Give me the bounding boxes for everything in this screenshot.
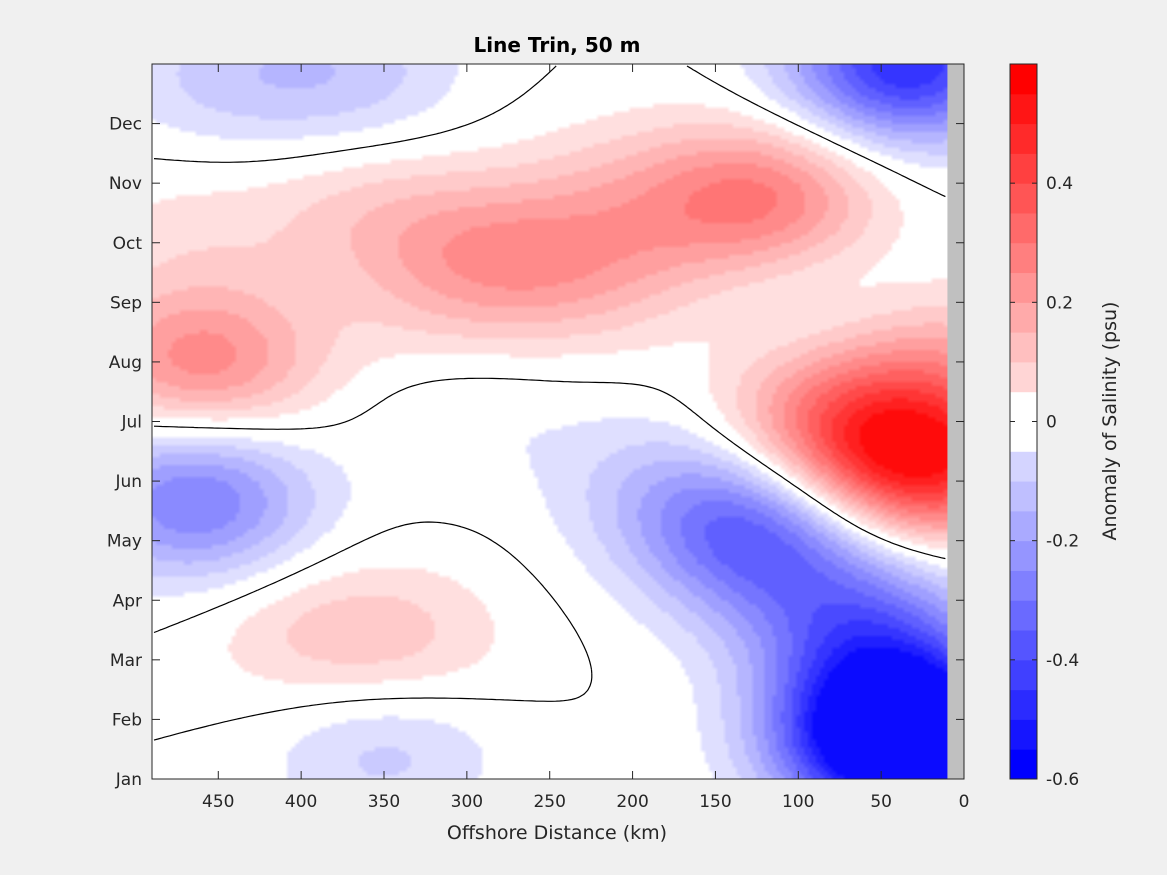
colorbar-band xyxy=(1010,242,1037,274)
y-tick-label: Apr xyxy=(113,591,142,611)
x-tick-label: 450 xyxy=(202,792,234,812)
y-tick-label: Jun xyxy=(114,472,142,492)
y-tick-label: Oct xyxy=(113,234,143,254)
colorbar-tick-label: 0.2 xyxy=(1046,293,1073,313)
plot-area: 450 400 350 300 250 200 150 100 50 0 Jan Feb Mar Apr… xyxy=(107,63,969,812)
colorbar-band xyxy=(1010,272,1037,303)
x-tick-label: 400 xyxy=(285,792,317,812)
colorbar-band xyxy=(1010,391,1037,422)
zero-contour-line xyxy=(153,65,946,741)
colorbar-label: Anomaly of Salinity (psu) xyxy=(1099,302,1121,541)
colorbar-band xyxy=(1010,719,1037,750)
colorbar-band xyxy=(1010,600,1037,631)
zero-contours xyxy=(153,65,946,741)
colorbar-band xyxy=(1010,749,1037,780)
x-tick-label: 300 xyxy=(451,792,483,812)
y-tick-label: Jan xyxy=(115,770,142,790)
x-tick-label: 350 xyxy=(368,792,400,812)
colorbar-tick-label: -0.6 xyxy=(1046,770,1079,790)
colorbar-band xyxy=(1010,332,1037,363)
colorbar-band xyxy=(1010,361,1037,393)
y-tick-label: Nov xyxy=(109,174,142,194)
colorbar-tick-label: 0.4 xyxy=(1046,174,1073,194)
x-tick-label: 100 xyxy=(782,792,814,812)
colorbar-band xyxy=(1010,451,1037,482)
colorbar-ticks: 0.4 0.2 0 -0.2 -0.4 -0.6 xyxy=(1010,174,1079,790)
y-tick-label: Dec xyxy=(109,115,142,135)
y-tick-label: Feb xyxy=(112,710,142,730)
x-tick-label: 50 xyxy=(870,792,892,812)
salinity-field xyxy=(152,64,948,779)
colorbar-band xyxy=(1010,570,1037,601)
colorbar-band xyxy=(1010,153,1037,184)
colorbar-band xyxy=(1010,659,1037,691)
y-tick-label: Mar xyxy=(110,651,142,671)
colorbar-band xyxy=(1010,123,1037,154)
y-tick-label: Aug xyxy=(109,353,142,373)
colorbar-bands xyxy=(1010,64,1037,780)
y-tick-label: May xyxy=(107,532,142,552)
colorbar-tick-label: 0 xyxy=(1046,413,1057,433)
colorbar: 0.4 0.2 0 -0.2 -0.4 -0.6 Anomaly of Salinity … xyxy=(1009,63,1121,790)
colorbar-band xyxy=(1010,689,1037,720)
x-tick-label: 150 xyxy=(699,792,731,812)
y-tick-label: Jul xyxy=(120,413,142,433)
x-tick-label: 250 xyxy=(533,792,565,812)
y-axis-ticks: Jan Feb Mar Apr May Jun Jul Aug Sep Oct Nov Dec xyxy=(107,115,964,790)
x-tick-label: 0 xyxy=(959,792,970,812)
colorbar-band xyxy=(1010,421,1037,452)
colorbar-band xyxy=(1010,481,1037,512)
x-tick-label: 200 xyxy=(616,792,648,812)
y-tick-label: Sep xyxy=(110,293,142,313)
colorbar-tick-label: -0.4 xyxy=(1046,651,1079,671)
colorbar-band xyxy=(1010,510,1037,542)
colorbar-band xyxy=(1010,64,1037,95)
colorbar-tick-label: -0.2 xyxy=(1046,532,1079,552)
colorbar-band xyxy=(1010,212,1037,244)
colorbar-band xyxy=(1010,540,1037,571)
colorbar-band xyxy=(1010,302,1037,333)
colorbar-band xyxy=(1010,183,1037,214)
colorbar-band xyxy=(1010,93,1037,125)
x-axis-ticks: 450 400 350 300 250 200 150 100 50 0 xyxy=(202,64,969,812)
x-axis-label: Offshore Distance (km) xyxy=(447,822,667,844)
colorbar-band xyxy=(1010,630,1037,661)
chart-title: Line Trin, 50 m xyxy=(474,33,641,57)
